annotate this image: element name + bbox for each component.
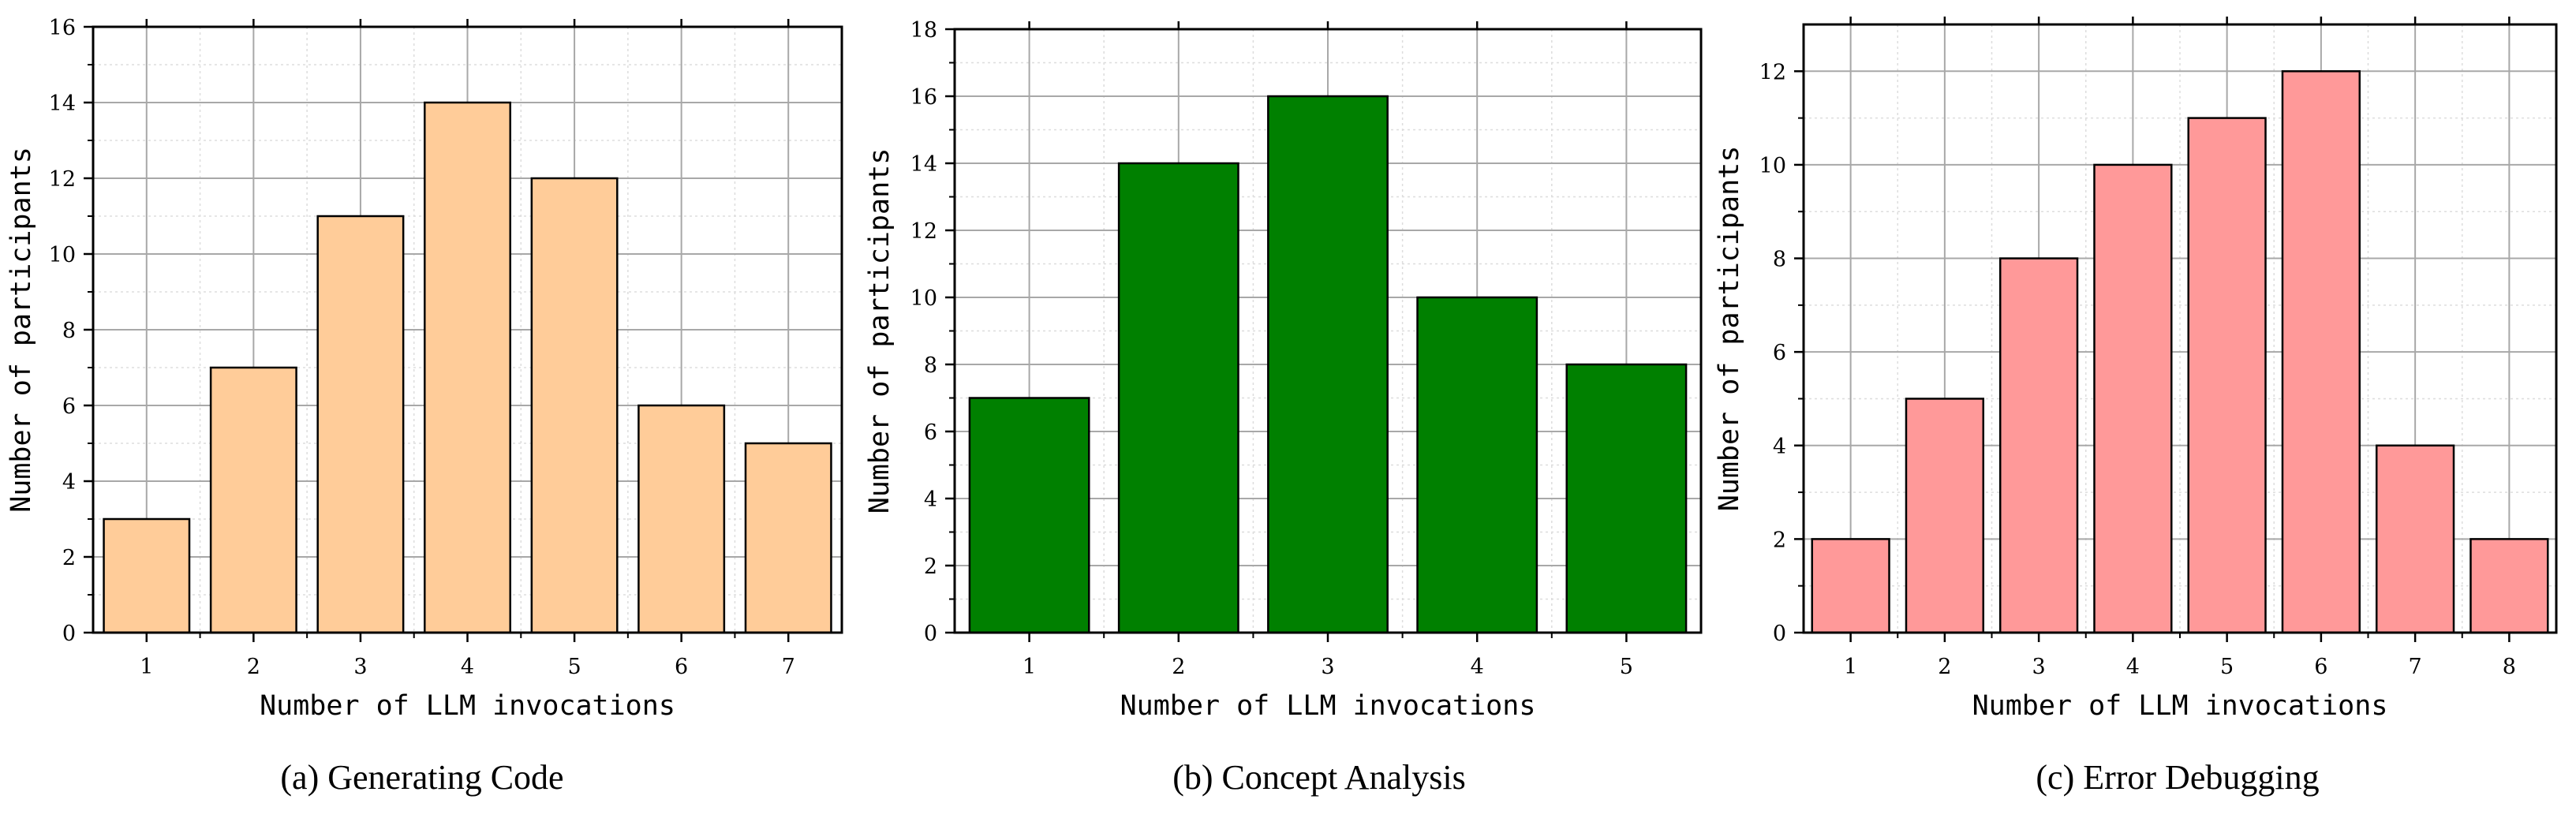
x-tick-label: 4 [1471,655,1484,679]
x-axis-label: Number of LLM invocations [1972,690,2388,722]
x-tick-label: 2 [1938,655,1951,679]
x-tick-label: 5 [2220,655,2234,679]
bar-1 [103,517,191,634]
y-tick-label: 4 [1773,435,1786,459]
y-tick-label: 10 [910,286,937,311]
x-tick-label: 3 [1321,655,1334,679]
bar-2 [209,366,297,634]
panel-caption: (a) Generating Code [280,758,563,797]
x-tick-label: 7 [782,655,795,679]
bar-5 [530,177,619,634]
bar-5 [1565,363,1688,634]
y-tick-label: 6 [62,394,76,419]
y-tick-label: 2 [924,555,937,579]
x-tick-label: 1 [1844,655,1857,679]
x-tick-label: 5 [567,655,581,679]
bar-1 [1811,538,1890,634]
x-tick-label: 7 [2409,655,2422,679]
bar-1 [968,397,1090,634]
y-tick-label: 8 [924,353,937,378]
minor-grid [955,29,1701,633]
y-tick-label: 12 [49,167,76,192]
minor-grid [93,27,842,633]
panel-caption: (b) Concept Analysis [1172,758,1466,797]
y-tick-label: 6 [1773,341,1786,365]
y-tick-label: 4 [924,487,937,512]
y-tick-label: 12 [910,219,937,244]
x-tick-label: 1 [1023,655,1036,679]
x-tick-label: 8 [2503,655,2516,679]
y-tick-label: 0 [924,622,937,646]
y-tick-label: 2 [1773,528,1786,552]
bar-7 [744,442,832,634]
x-axis-label: Number of LLM invocations [1120,690,1536,722]
y-tick-label: 4 [62,470,76,495]
x-tick-label: 4 [461,655,474,679]
y-tick-label: 0 [62,622,76,646]
y-tick-label: 14 [910,152,937,177]
bar-3 [316,215,405,634]
minor-grid [1804,24,2556,633]
x-tick-label: 2 [247,655,260,679]
y-tick-label: 6 [924,420,937,445]
x-tick-label: 3 [353,655,367,679]
y-tick-label: 16 [49,16,76,40]
bar-3 [1998,257,2079,634]
y-axis-label: Number of participants [1714,146,1745,512]
bar-4 [2093,163,2173,634]
y-tick-label: 16 [910,85,937,110]
x-tick-label: 4 [2126,655,2140,679]
bar-2 [1117,162,1239,634]
y-tick-label: 2 [62,546,76,570]
bar-5 [2187,117,2267,634]
y-tick-label: 18 [910,18,937,43]
bar-6 [637,404,726,634]
y-axis-label: Number of participants [6,147,37,513]
bar-8 [2469,538,2549,634]
bar-3 [1267,95,1389,634]
y-axis-label: Number of participants [864,148,895,514]
y-tick-label: 10 [1759,154,1786,178]
y-tick-label: 10 [49,243,76,267]
bar-7 [2375,444,2455,634]
x-tick-label: 1 [140,655,153,679]
bar-4 [1416,296,1538,634]
y-tick-label: 12 [1759,60,1786,84]
y-tick-label: 8 [62,319,76,343]
x-tick-label: 6 [675,655,688,679]
x-tick-label: 2 [1172,655,1185,679]
bar-2 [1905,398,1985,634]
x-axis-label: Number of LLM invocations [260,690,675,722]
y-tick-label: 0 [1773,622,1786,646]
x-tick-label: 6 [2314,655,2327,679]
bar-6 [2281,70,2361,634]
bar-4 [424,101,511,634]
x-tick-label: 3 [2032,655,2046,679]
y-tick-label: 8 [1773,248,1786,272]
x-tick-label: 5 [1620,655,1633,679]
panel-caption: (c) Error Debugging [2036,758,2319,797]
y-tick-label: 14 [49,92,76,116]
